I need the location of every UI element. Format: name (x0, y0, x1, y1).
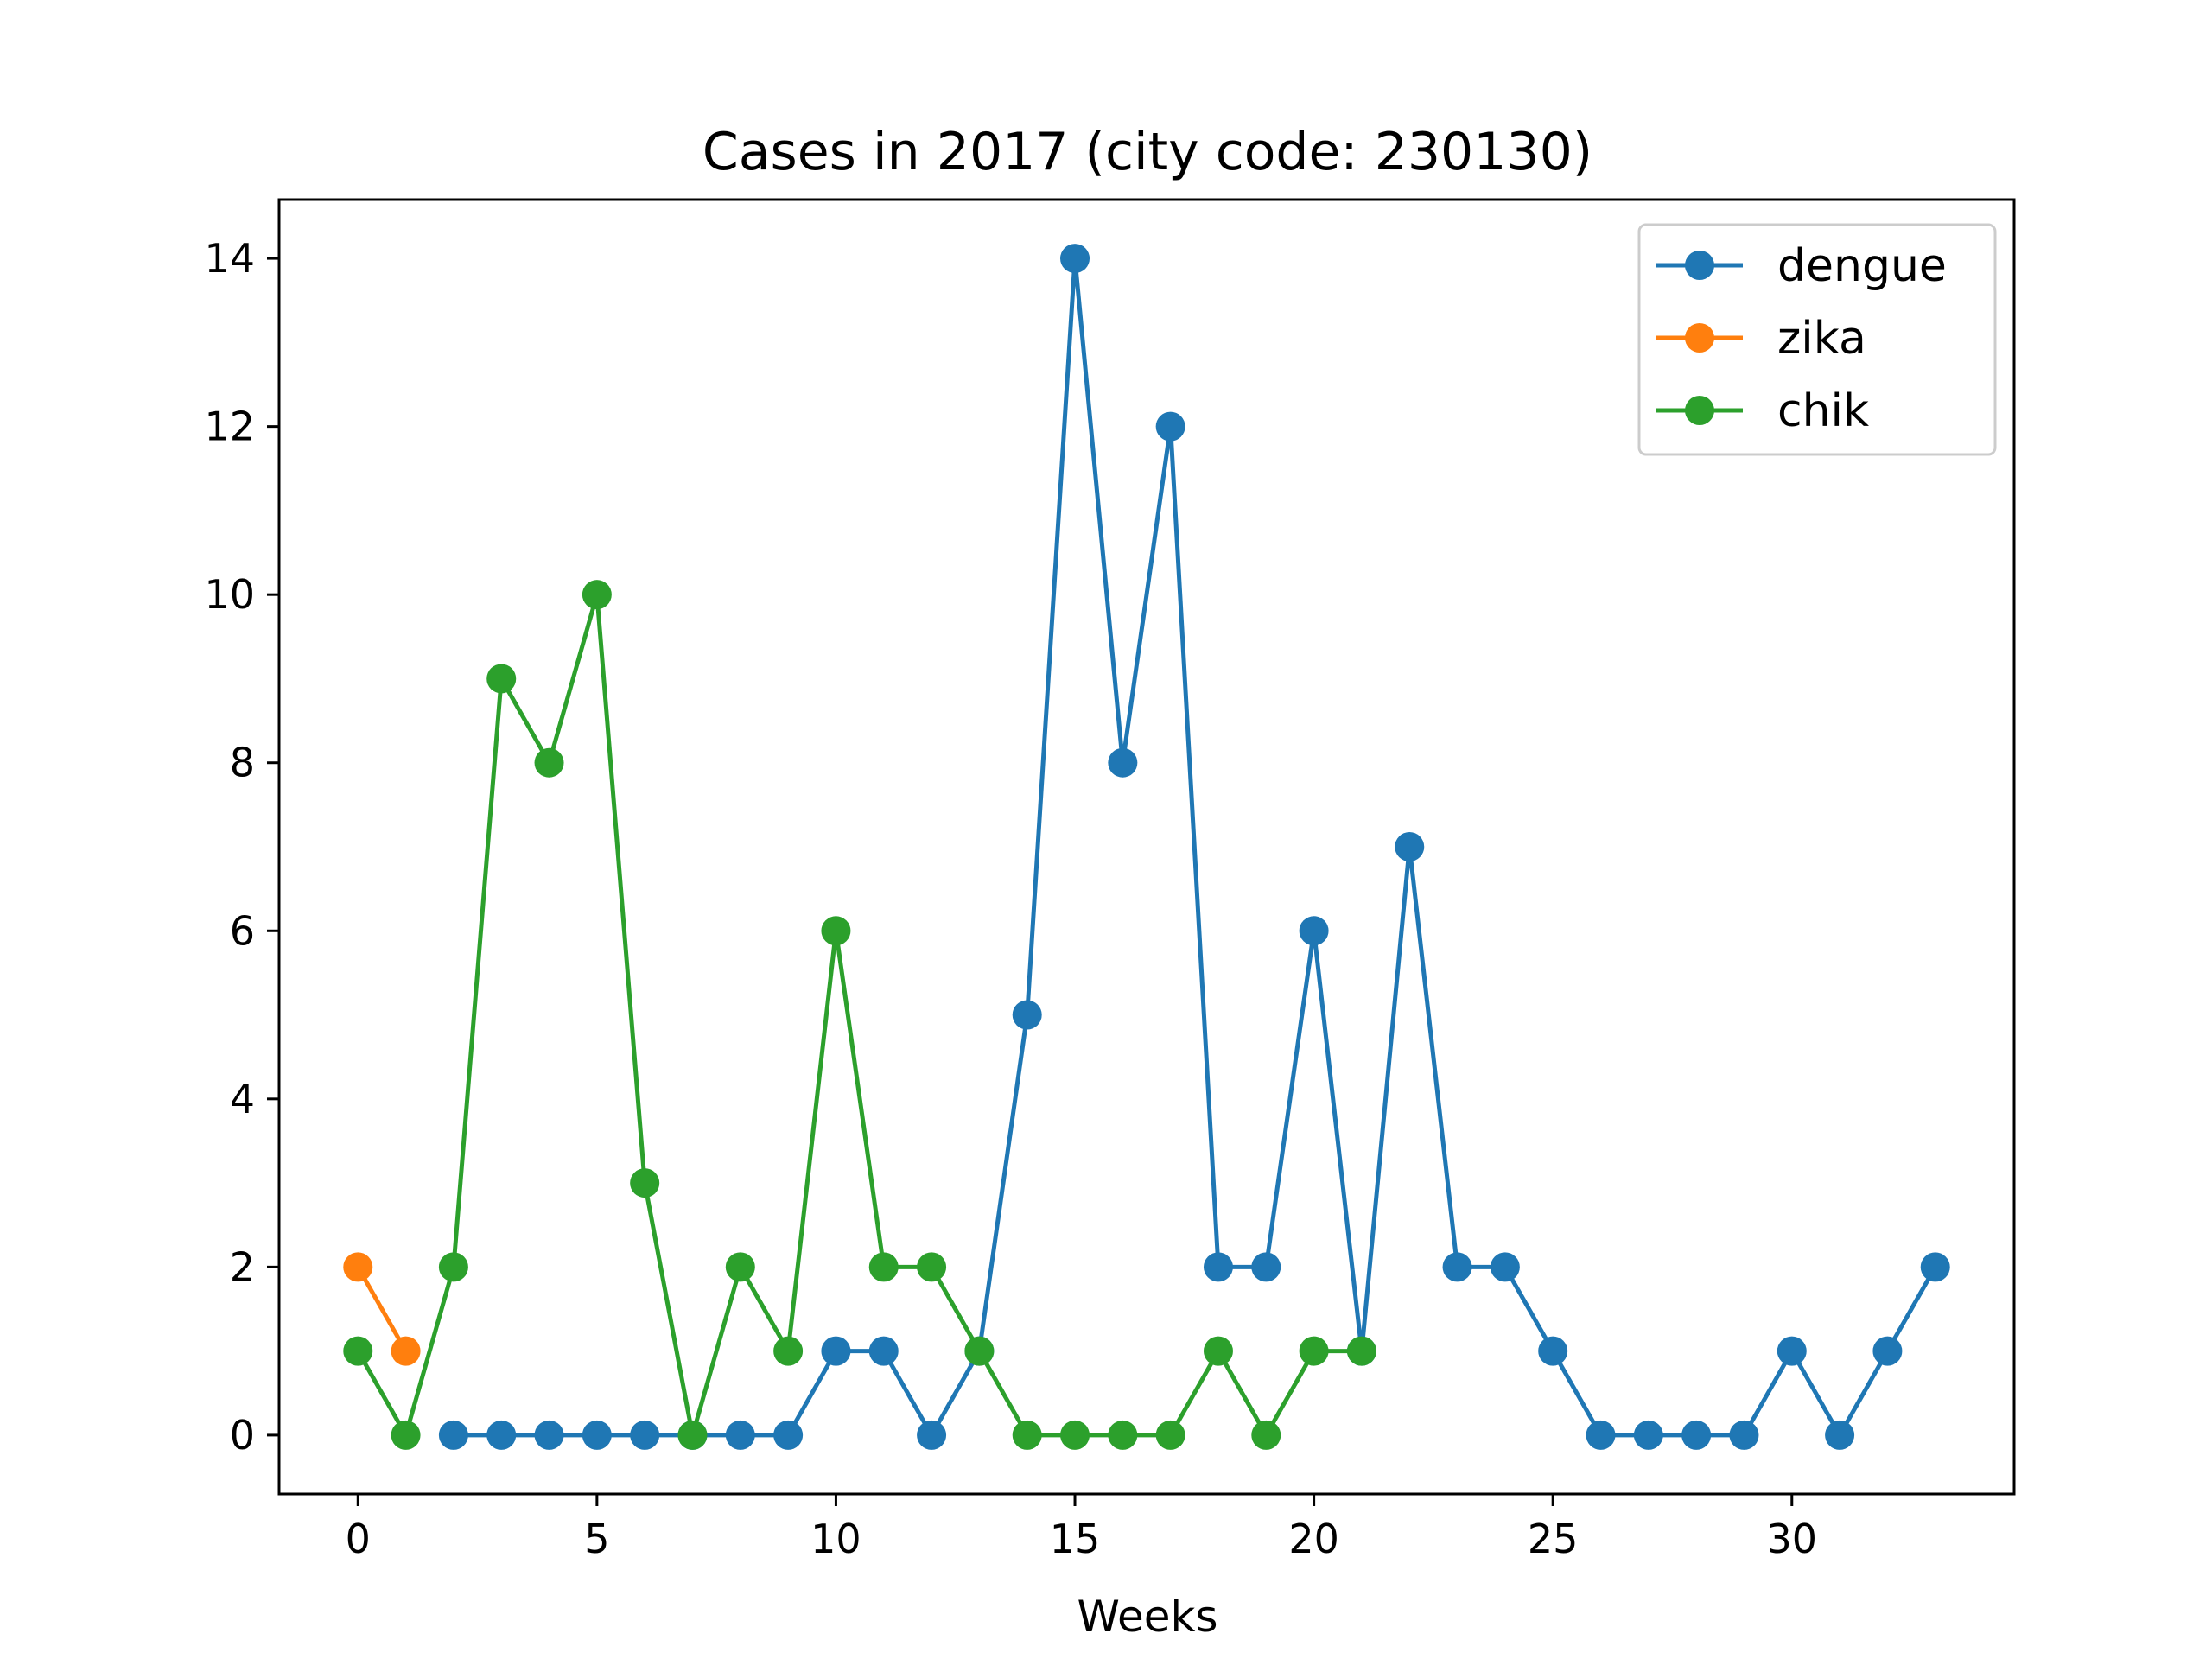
data-point-chik (677, 1420, 708, 1450)
data-point-dengue (1395, 832, 1425, 861)
series-zika (343, 1252, 421, 1366)
data-point-dengue (725, 1420, 755, 1450)
legend-item-zika: zika (1656, 313, 1866, 365)
legend-label: chik (1777, 385, 1869, 437)
data-point-zika (391, 1336, 421, 1366)
data-point-dengue (1060, 244, 1090, 274)
data-point-dengue (773, 1420, 804, 1450)
x-axis-label: Weeks (1077, 1592, 1217, 1642)
series-line-chik (356, 592, 1362, 1438)
data-point-dengue (1825, 1420, 1855, 1450)
data-point-chik (1203, 1336, 1233, 1366)
legend-marker (1685, 396, 1714, 425)
data-point-dengue (1538, 1336, 1568, 1366)
legend-label: dengue (1777, 240, 1947, 292)
data-point-chik (486, 664, 517, 694)
plot-frame (277, 198, 2016, 1496)
legend-marker (1685, 323, 1714, 353)
series-layer (343, 244, 1950, 1450)
data-point-dengue (1299, 916, 1329, 946)
legend-box (1637, 223, 1997, 456)
data-point-chik (343, 1336, 373, 1366)
y-tick-label: 2 (230, 1243, 255, 1290)
data-point-dengue (1633, 1420, 1663, 1450)
data-point-chik (1012, 1420, 1042, 1450)
data-point-chik (534, 747, 564, 778)
data-point-chik (1299, 1336, 1329, 1366)
chart-title: Cases in 2017 (city code: 230130) (702, 122, 1592, 182)
data-point-dengue (917, 1420, 947, 1450)
legend-item-dengue: dengue (1656, 240, 1947, 292)
x-tick-label: 20 (1288, 1516, 1339, 1562)
data-point-dengue (1729, 1420, 1759, 1450)
data-point-dengue (1012, 1000, 1042, 1030)
data-point-chik (1346, 1336, 1376, 1366)
x-tick-label: 15 (1050, 1516, 1101, 1562)
data-point-dengue (1777, 1336, 1807, 1366)
data-point-chik (917, 1252, 947, 1282)
data-point-chik (1108, 1420, 1138, 1450)
x-tick-label: 10 (810, 1516, 861, 1562)
y-tick-label: 12 (204, 404, 255, 450)
data-point-dengue (868, 1336, 899, 1366)
data-point-dengue (1251, 1252, 1281, 1282)
data-point-chik (964, 1336, 995, 1366)
y-tick-label: 8 (230, 740, 255, 786)
series-line-zika (356, 1266, 408, 1352)
y-tick-label: 6 (230, 907, 255, 954)
data-point-chik (868, 1252, 899, 1282)
data-point-dengue (1442, 1252, 1472, 1282)
data-point-dengue (821, 1336, 851, 1366)
legend: dengue zika chik (1637, 223, 1997, 456)
data-point-dengue (1920, 1252, 1950, 1282)
legend-label: zika (1777, 313, 1866, 365)
data-point-chik (1155, 1420, 1185, 1450)
data-point-dengue (1108, 747, 1138, 778)
x-axis: 0 5 10 15 20 25 30 (346, 1494, 1817, 1562)
data-point-dengue (438, 1420, 468, 1450)
y-tick-label: 10 (204, 571, 255, 618)
data-point-chik (821, 916, 851, 946)
series-dengue (438, 244, 1950, 1450)
legend-item-chik: chik (1656, 385, 1869, 437)
x-tick-label: 0 (346, 1516, 371, 1562)
y-tick-label: 14 (204, 235, 255, 282)
data-point-dengue (534, 1420, 564, 1450)
y-axis: 0 2 4 6 8 10 12 14 (204, 235, 279, 1459)
data-point-dengue (630, 1420, 660, 1450)
legend-marker (1685, 251, 1714, 280)
series-chik (343, 580, 1376, 1450)
y-tick-label: 4 (230, 1076, 255, 1122)
data-point-chik (582, 580, 612, 610)
data-point-chik (438, 1252, 468, 1282)
data-point-dengue (1203, 1252, 1233, 1282)
data-point-dengue (1586, 1420, 1616, 1450)
x-tick-label: 5 (584, 1516, 609, 1562)
data-point-chik (1251, 1420, 1281, 1450)
data-point-chik (1060, 1420, 1090, 1450)
data-point-dengue (1490, 1252, 1520, 1282)
data-point-dengue (582, 1420, 612, 1450)
data-point-dengue (1681, 1420, 1712, 1450)
data-point-chik (630, 1168, 660, 1198)
x-tick-label: 25 (1528, 1516, 1579, 1562)
data-point-dengue (1155, 411, 1185, 442)
data-point-chik (773, 1336, 804, 1366)
y-tick-label: 0 (230, 1412, 255, 1459)
data-point-dengue (486, 1420, 517, 1450)
data-point-zika (343, 1252, 373, 1282)
x-tick-label: 30 (1767, 1516, 1818, 1562)
data-point-chik (725, 1252, 755, 1282)
data-point-chik (391, 1420, 421, 1450)
data-point-dengue (1872, 1336, 1903, 1366)
